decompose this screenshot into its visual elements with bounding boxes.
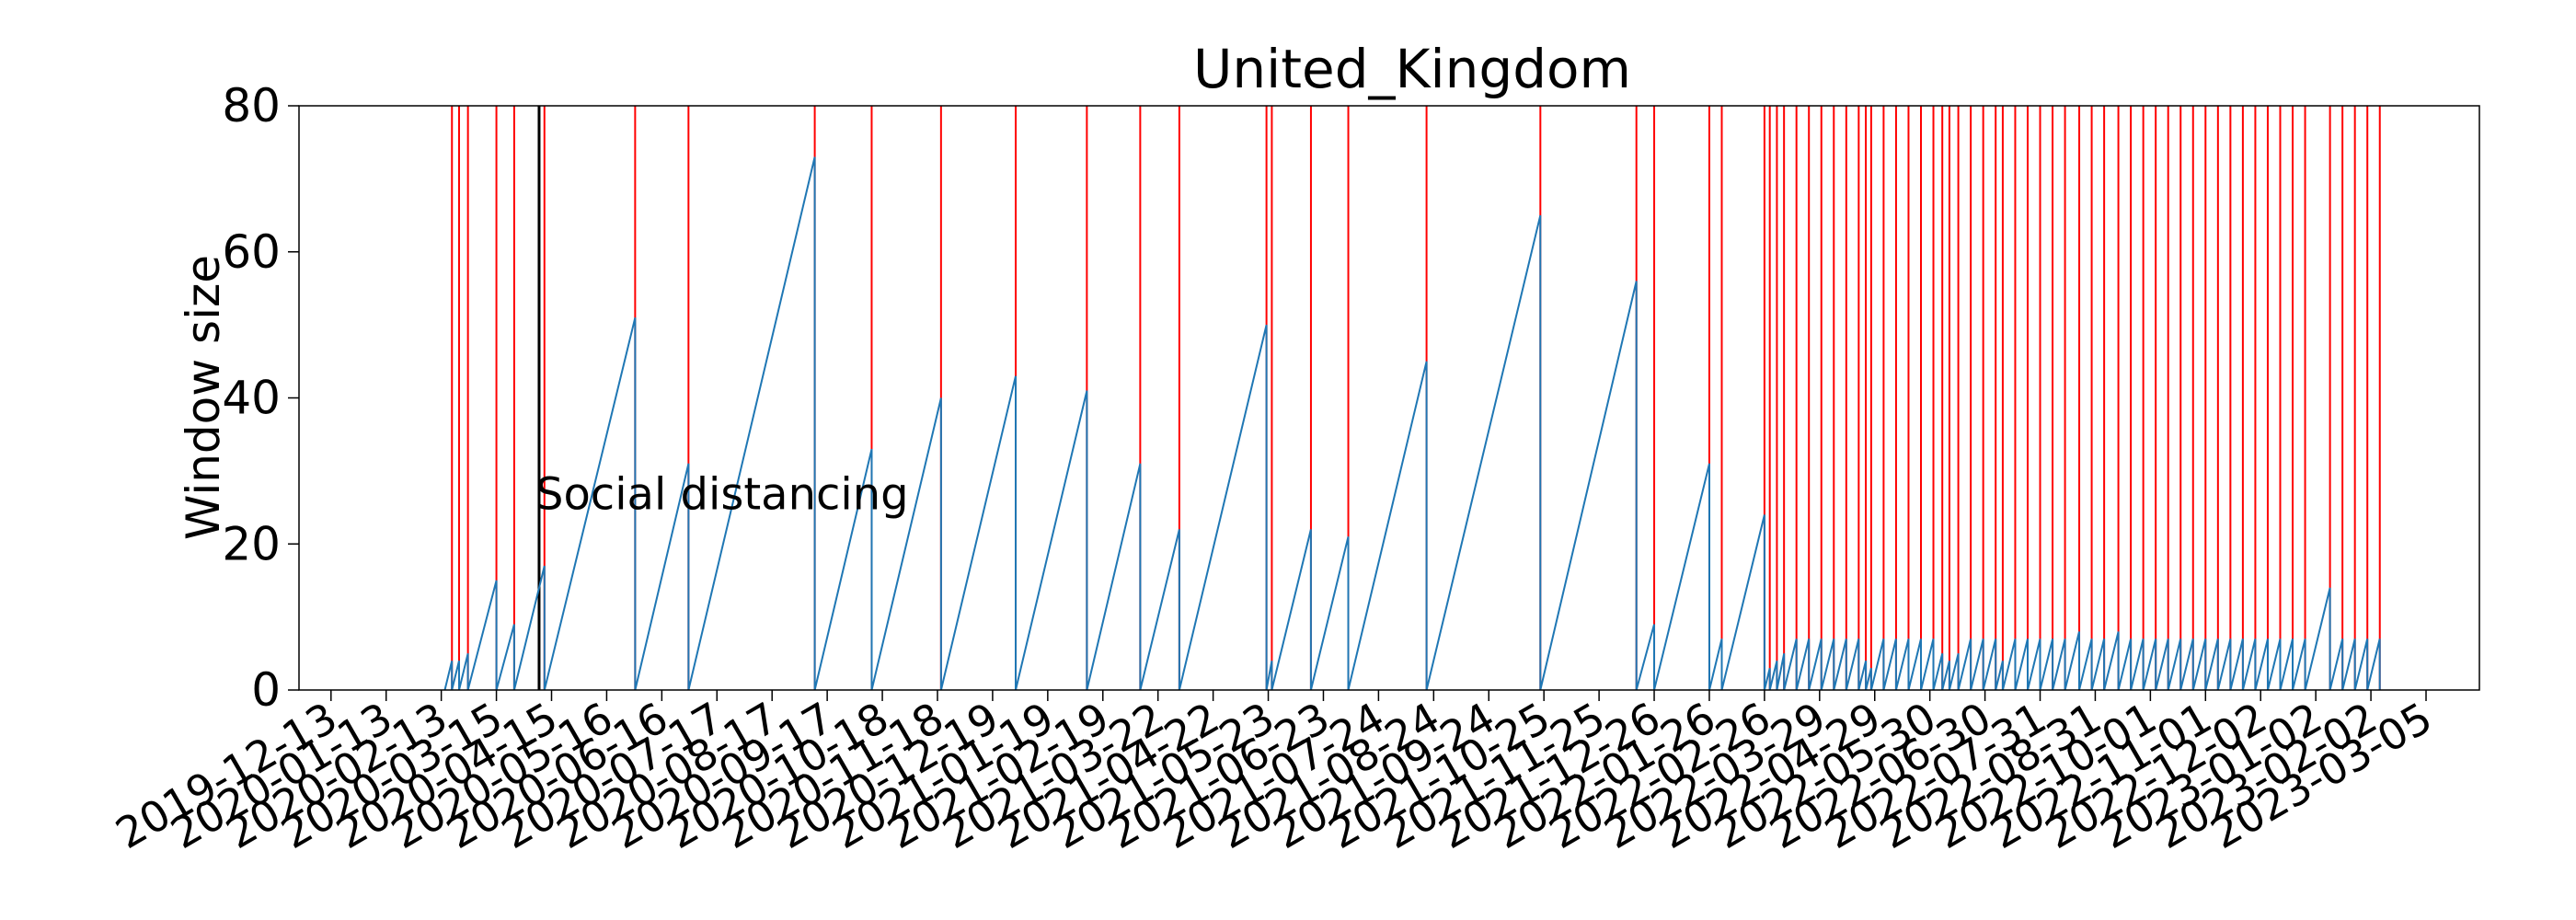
annotation-labels: Social distancing — [535, 469, 909, 521]
y-axis-label: Window size — [177, 255, 230, 540]
y-tick-label: 80 — [222, 79, 281, 132]
chart-title: United_Kingdom — [1193, 38, 1631, 100]
y-axis: 0 20 40 60 80 — [222, 79, 299, 717]
series-layer — [443, 156, 2381, 691]
y-tick-label: 0 — [251, 663, 281, 717]
annotation-label: Social distancing — [535, 469, 909, 521]
y-tick-label: 20 — [222, 517, 281, 570]
y-tick-label: 60 — [222, 225, 281, 279]
y-tick-label: 40 — [222, 372, 281, 425]
series-line — [443, 156, 2381, 691]
x-axis: 2019-12-132020-01-132020-02-132020-03-15… — [108, 690, 2441, 858]
